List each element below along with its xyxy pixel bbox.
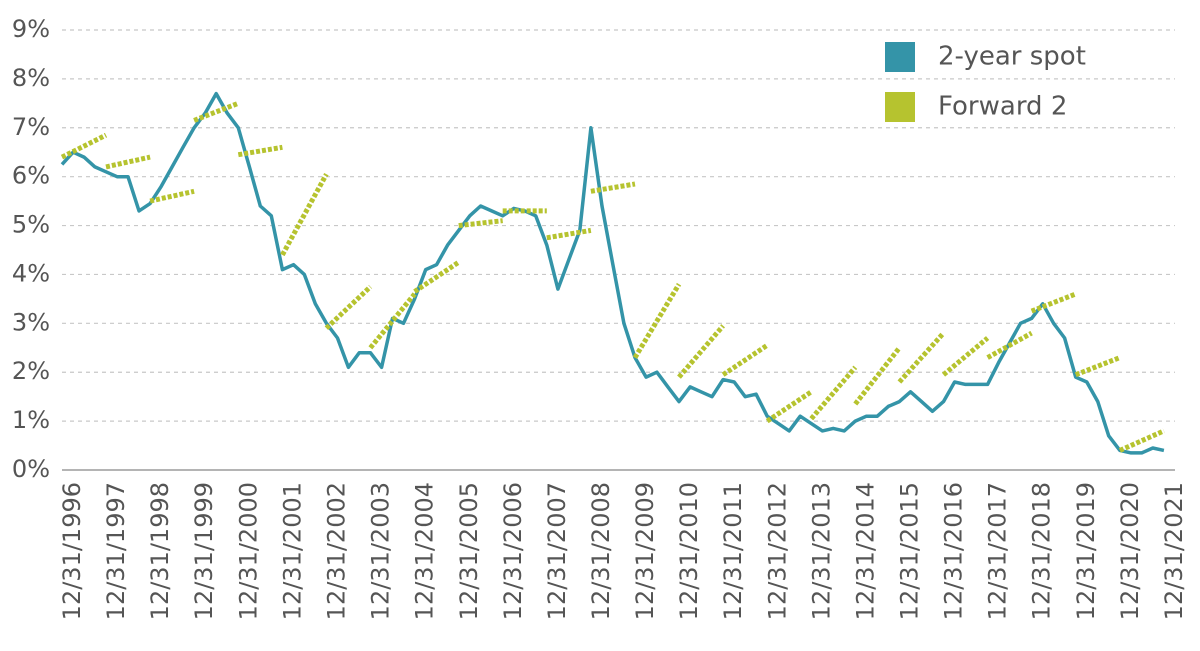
x-tick-label: 12/31/2003 (367, 482, 395, 620)
y-tick-label: 9% (12, 15, 50, 43)
y-tick-label: 0% (12, 455, 50, 483)
x-tick-label: 12/31/2006 (499, 482, 527, 620)
y-tick-label: 6% (12, 162, 50, 190)
legend-label: Forward 2 (938, 92, 1067, 122)
forward-segment (1118, 428, 1165, 453)
x-tick-label: 12/31/2010 (675, 482, 703, 620)
x-tick-label: 12/31/2021 (1160, 482, 1188, 620)
x-tick-label: 12/31/2009 (631, 482, 659, 620)
forward-segment (280, 173, 329, 257)
legend-swatch (885, 42, 915, 72)
forward-segment (853, 346, 902, 406)
forward-segment (590, 181, 636, 194)
x-tick-label: 12/31/2000 (234, 482, 262, 620)
legend-label: 2-year spot (938, 42, 1086, 72)
x-tick-label: 12/31/1996 (58, 482, 86, 620)
x-tick-label: 12/31/2008 (587, 482, 615, 620)
forward-segment (1074, 355, 1121, 378)
x-tick-label: 12/31/2012 (763, 482, 791, 620)
x-tick-label: 12/31/2005 (455, 482, 483, 620)
forward-segment (105, 154, 151, 170)
forward-segment (809, 365, 858, 421)
x-tick-label: 12/31/2020 (1116, 482, 1144, 620)
x-tick-label: 12/31/1997 (102, 482, 130, 620)
forward-segment (60, 132, 108, 160)
x-tick-label: 12/31/2019 (1072, 482, 1100, 620)
y-tick-label: 8% (12, 64, 50, 92)
x-tick-label: 12/31/2001 (278, 482, 306, 620)
forward-segment (546, 227, 592, 241)
y-tick-label: 3% (12, 308, 50, 336)
forward-segment (237, 144, 283, 158)
x-tick-label: 12/31/2013 (807, 482, 835, 620)
x-tick-label: 12/31/2018 (1028, 482, 1056, 620)
forward-segment (458, 218, 503, 229)
forward-segment (897, 331, 946, 384)
x-tick-label: 12/31/2016 (940, 482, 968, 620)
x-tick-label: 12/31/1998 (146, 482, 174, 620)
x-tick-label: 12/31/2014 (851, 482, 879, 620)
forward-segment (677, 324, 725, 379)
y-tick-label: 2% (12, 357, 50, 385)
x-tick-label: 12/31/2004 (411, 482, 439, 620)
y-tick-label: 4% (12, 259, 50, 287)
y-tick-label: 1% (12, 406, 50, 434)
forward-segment (1030, 291, 1077, 314)
x-tick-label: 12/31/2007 (543, 482, 571, 620)
forward-segment (941, 336, 990, 377)
x-tick-label: 12/31/2002 (323, 482, 351, 620)
x-tick-label: 12/31/2011 (719, 482, 747, 620)
forward-segment (413, 260, 461, 294)
y-tick-label: 5% (12, 211, 50, 239)
forward-segment (986, 330, 1033, 360)
legend-swatch (885, 92, 915, 122)
x-tick-label: 12/31/2017 (984, 482, 1012, 620)
forward-segment (149, 188, 195, 204)
x-tick-label: 12/31/1999 (190, 482, 218, 620)
spot-line (60, 91, 1165, 455)
y-tick-label: 7% (12, 113, 50, 141)
x-tick-label: 12/31/2015 (895, 482, 923, 620)
forward-segment (324, 284, 373, 331)
forward-segment (765, 389, 813, 424)
forward-segment (721, 343, 769, 377)
forward-segment (193, 100, 240, 123)
forward-segment (632, 282, 682, 359)
